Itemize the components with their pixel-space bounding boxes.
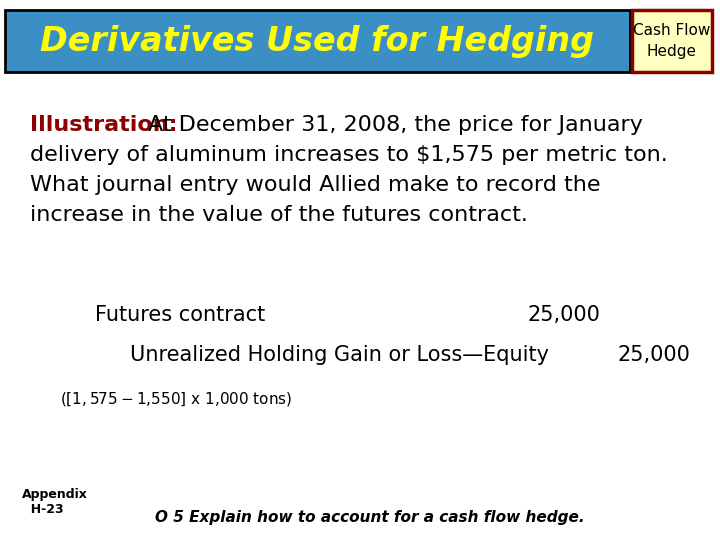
Text: Derivatives Used for Hedging: Derivatives Used for Hedging [40, 24, 595, 57]
Text: Appendix: Appendix [22, 488, 88, 501]
FancyBboxPatch shape [632, 10, 712, 72]
Text: Cash Flow
Hedge: Cash Flow Hedge [634, 23, 711, 59]
Text: Illustration:: Illustration: [30, 115, 178, 135]
Text: delivery of aluminum increases to $1,575 per metric ton.: delivery of aluminum increases to $1,575… [30, 145, 667, 165]
FancyBboxPatch shape [5, 10, 630, 72]
Text: ([$1,575 - $1,550] x 1,000 tons): ([$1,575 - $1,550] x 1,000 tons) [60, 390, 292, 408]
Text: Futures contract: Futures contract [95, 305, 265, 325]
Text: At December 31, 2008, the price for January: At December 31, 2008, the price for Janu… [148, 115, 643, 135]
Text: O 5 Explain how to account for a cash flow hedge.: O 5 Explain how to account for a cash fl… [156, 510, 585, 525]
Text: 25,000: 25,000 [527, 305, 600, 325]
Text: Unrealized Holding Gain or Loss—Equity: Unrealized Holding Gain or Loss—Equity [130, 345, 549, 365]
Text: increase in the value of the futures contract.: increase in the value of the futures con… [30, 205, 528, 225]
Text: What journal entry would Allied make to record the: What journal entry would Allied make to … [30, 175, 600, 195]
Text: H-23: H-23 [22, 503, 63, 516]
Text: 25,000: 25,000 [617, 345, 690, 365]
